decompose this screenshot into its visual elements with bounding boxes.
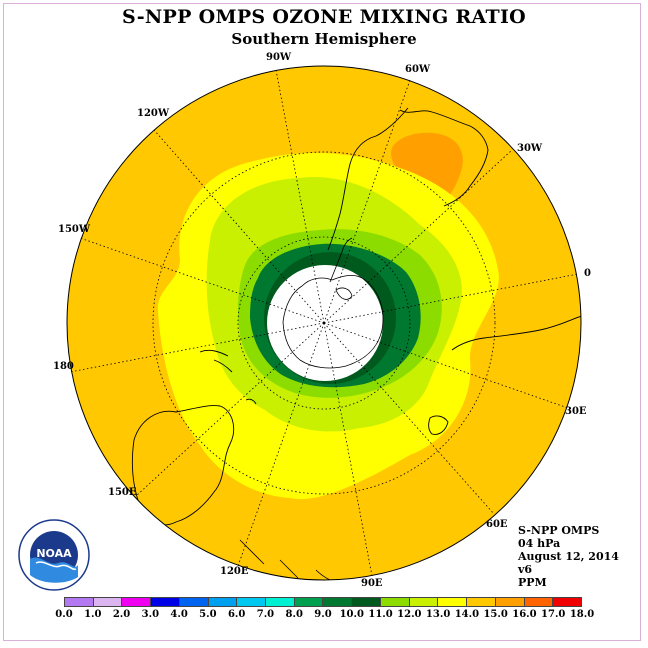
colorbar-swatch [122,598,152,606]
colorbar-tick-label: 4.0 [170,609,188,620]
latitude-circle-30s [152,151,496,495]
meridian-120e [237,322,325,567]
product-info: S-NPP OMPS 04 hPa August 12, 2014 v6 PPM [518,524,619,589]
colorbar-tick-label: 6.0 [227,609,246,620]
colorbar-swatch [93,598,123,606]
latitude-circle-60s [237,236,411,410]
meridian-0 [323,273,579,324]
colorbar-tick-label: 13.0 [425,609,451,620]
meridian-60e [323,322,495,515]
lon-label-150e: 150E [108,487,137,498]
meridian-120w [153,129,325,324]
antarctic-peninsula-outline [329,237,353,283]
colorbar-swatch [151,598,180,606]
indonesia-outline [239,539,331,580]
lon-label-60w: 60W [405,64,431,75]
lon-label-60e: 60E [486,519,508,530]
colorbar-swatch [467,598,496,606]
latitude-circles [152,151,496,495]
meridian-90e [323,322,373,577]
colorbar-tick-label: 5.0 [199,609,217,620]
lon-label-120e: 120E [220,566,249,577]
madagascar-outline [428,415,449,435]
colorbar-tick-label: 14.0 [454,609,480,620]
meridian-180 [69,322,325,373]
colorbar-swatch [65,598,94,606]
meridian-30e [323,322,569,409]
lon-label-90w: 90W [266,52,292,63]
colorbar-swatch [553,598,581,606]
lon-label-120w: 120W [137,108,170,119]
info-instrument: S-NPP OMPS [518,524,600,537]
antarctica-outline [282,275,384,369]
colorbar [64,597,582,607]
high-ozone-patch [391,132,463,204]
colorbar-swatch [409,598,439,606]
lon-label-180: 180 [53,361,74,372]
colorbar-tick-label: 12.0 [397,609,422,620]
colorbar-tick-label: 9.0 [314,609,332,620]
meridian-150e [135,322,325,497]
south-america-outline [327,107,489,251]
noaa-logo-icon: NOAA [18,519,90,591]
new-zealand-outline [199,349,233,373]
colorbar-swatch [179,598,209,606]
colorbar-swatch [294,598,324,606]
colorbar-swatch [208,598,238,606]
meridian-90w [275,69,325,324]
lon-label-90e: 90E [361,578,383,589]
lon-label-30w: 30W [517,143,543,154]
colorbar-tick-label: 3.0 [141,609,160,620]
tasmania-outline [245,398,257,405]
colorbar-tick-label: 7.0 [256,609,275,620]
lon-label-0: 0 [584,268,591,279]
colorbar-swatch [380,598,410,606]
colorbar-tick-label: 8.0 [285,609,303,620]
map-title: S-NPP OMPS OZONE MIXING RATIO [121,6,527,28]
colorbar-tick-label: 11.0 [368,609,393,620]
meridian-150w [79,237,325,324]
colorbar-tick-label: 10.0 [339,609,364,620]
colorbar-swatch [352,598,381,606]
colorbar-swatch [495,598,525,606]
info-date: August 12, 2014 [518,550,619,563]
colorbar-tick-label: 17.0 [541,609,566,620]
colorbar-swatch [438,598,468,606]
colorbar-ticks: 0.0 1.0 2.0 3.0 4.0 5.0 6.0 7.0 8.0 9.0 10.0 11.0 12… [0,609,648,623]
colorbar-swatch [524,598,554,606]
lon-label-30e: 30E [565,406,587,417]
colorbar-tick-label: 1.0 [84,609,102,620]
colorbar-swatch [237,598,267,606]
africa-outline [451,315,581,351]
lon-label-150w: 150W [58,224,91,235]
map-boundary [66,65,582,581]
meridians [69,69,579,577]
colorbar-tick-label: 18.0 [569,609,595,620]
info-version: v6 [518,563,533,576]
meridian-30w [323,149,513,324]
south-pole-marker [322,321,326,325]
map-subtitle: Southern Hemisphere [231,30,417,48]
colorbar-tick-label: 0.0 [55,609,73,620]
colorbar-tick-label: 2.0 [112,609,131,620]
colorbar-swatch [266,598,295,606]
figure-frame [3,3,641,641]
info-units: PPM [518,576,547,589]
meridian-60w [323,79,411,324]
info-level: 04 hPa [518,537,561,550]
colorbar-tick-label: 16.0 [512,609,537,620]
colorbar-swatch [323,598,353,606]
noaa-logo-text: NOAA [36,547,72,560]
colorbar-tick-label: 15.0 [483,609,508,620]
